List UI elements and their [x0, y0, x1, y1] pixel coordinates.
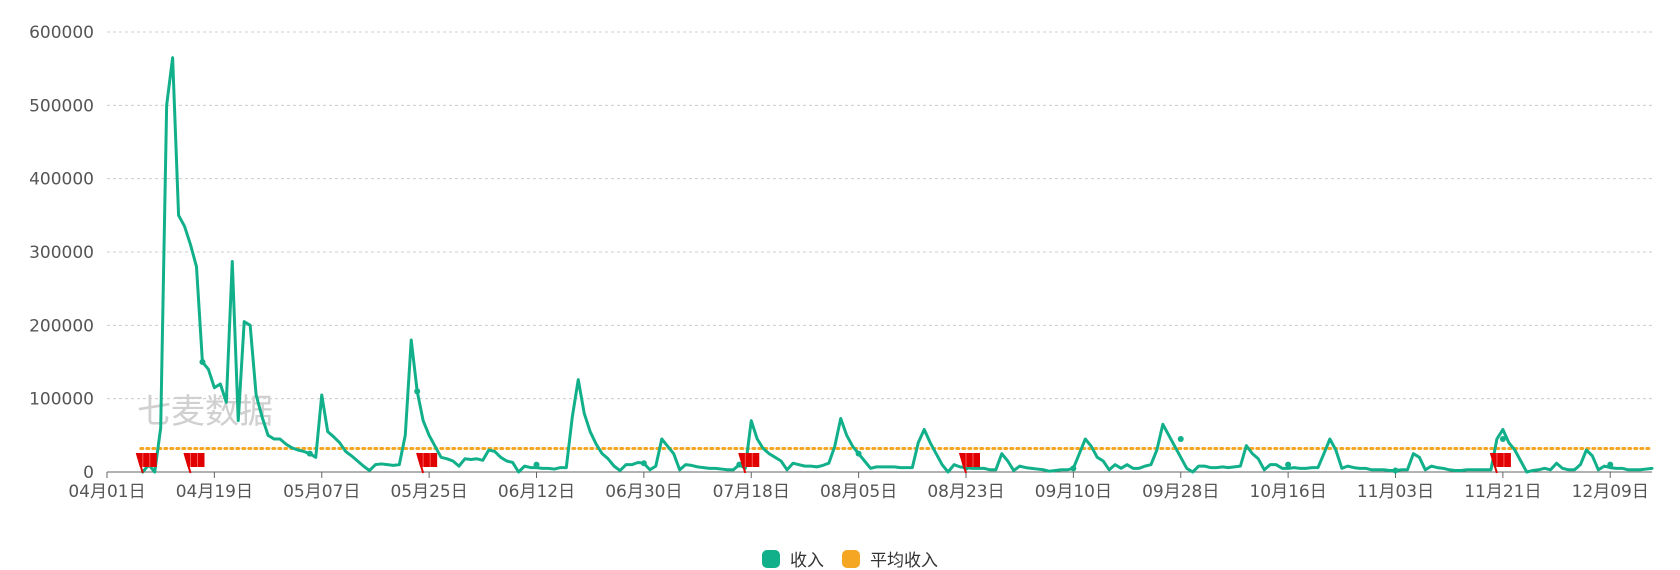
flag-stripe — [1496, 453, 1505, 467]
y-tick-label: 100000 — [29, 390, 94, 410]
legend-swatch — [842, 550, 860, 568]
x-tick-label: 08月05日 — [820, 482, 897, 502]
flag-stripe — [965, 453, 974, 467]
income-line — [141, 56, 1654, 474]
income-point — [1392, 467, 1399, 474]
flag-cloth — [416, 453, 438, 467]
x-tick-label: 10月16日 — [1249, 482, 1326, 502]
x-tick-label: 07月18日 — [713, 482, 790, 502]
event-flag-icon[interactable] — [958, 452, 980, 474]
grid-lines — [107, 31, 1652, 400]
event-flag-icon[interactable] — [738, 452, 760, 474]
income-point — [1499, 436, 1506, 442]
x-tick-label: 11月21日 — [1464, 482, 1541, 502]
income-point — [1177, 436, 1184, 442]
income-point — [1607, 461, 1614, 468]
income-point — [1285, 461, 1292, 468]
flag-cloth — [958, 453, 980, 467]
x-tick-label: 05月25日 — [390, 482, 467, 502]
flag-stripe — [744, 453, 753, 467]
event-flag-icon[interactable] — [135, 452, 157, 474]
y-tick-label: 400000 — [29, 170, 94, 190]
y-tick-label: 200000 — [29, 316, 94, 336]
x-axis: 04月01日 04月19日 05月07日 05月25日 06月12日 06月30日 07月1… — [68, 471, 1652, 502]
y-tick-label: 300000 — [29, 243, 94, 263]
x-tick-label: 08月23日 — [927, 482, 1004, 502]
x-tick-label: 06月12日 — [498, 482, 575, 502]
event-flags — [135, 452, 1511, 474]
income-series — [141, 56, 1654, 474]
flag-stripe — [190, 453, 199, 467]
income-point — [736, 461, 743, 468]
x-tick-label: 04月19日 — [176, 482, 253, 502]
flag-cloth — [183, 453, 205, 467]
income-point — [533, 461, 540, 468]
legend-swatch — [762, 550, 780, 568]
flag-cloth — [135, 453, 157, 467]
event-flag-icon[interactable] — [183, 452, 205, 474]
legend-item-average-income[interactable]: 平均收入 — [842, 550, 938, 570]
x-tick-label: 11月03日 — [1357, 482, 1434, 502]
flag-stripe — [142, 453, 151, 467]
legend-label: 收入 — [790, 551, 824, 570]
y-axis: 0 100000 200000 300000 400000 500000 600000 — [29, 23, 94, 483]
income-point — [1070, 465, 1077, 472]
y-tick-label: 500000 — [29, 96, 94, 116]
y-tick-label: 600000 — [29, 23, 94, 43]
x-tick-label: 04月01日 — [68, 482, 145, 502]
flag-cloth — [738, 453, 760, 467]
watermark-text: 七麦数据 — [137, 392, 273, 432]
x-tick-label: 09月10日 — [1035, 482, 1112, 502]
x-tick-label: 05月07日 — [283, 482, 360, 502]
income-point — [306, 450, 313, 457]
x-tick-label: 09月28日 — [1142, 482, 1219, 502]
event-flag-icon[interactable] — [1489, 452, 1511, 474]
income-point — [414, 388, 421, 395]
income-point — [855, 450, 862, 457]
legend: 收入 平均收入 — [762, 550, 938, 570]
flag-stripe — [422, 453, 431, 467]
y-tick-label: 0 — [83, 463, 94, 483]
income-point — [640, 460, 647, 467]
legend-label: 平均收入 — [870, 551, 938, 570]
event-flag-icon[interactable] — [416, 452, 438, 474]
x-tick-label: 12月09日 — [1572, 482, 1649, 502]
legend-item-income[interactable]: 收入 — [762, 550, 824, 570]
x-tick-label: 06月30日 — [605, 482, 682, 502]
flag-cloth — [1489, 453, 1511, 467]
income-point — [199, 359, 206, 365]
